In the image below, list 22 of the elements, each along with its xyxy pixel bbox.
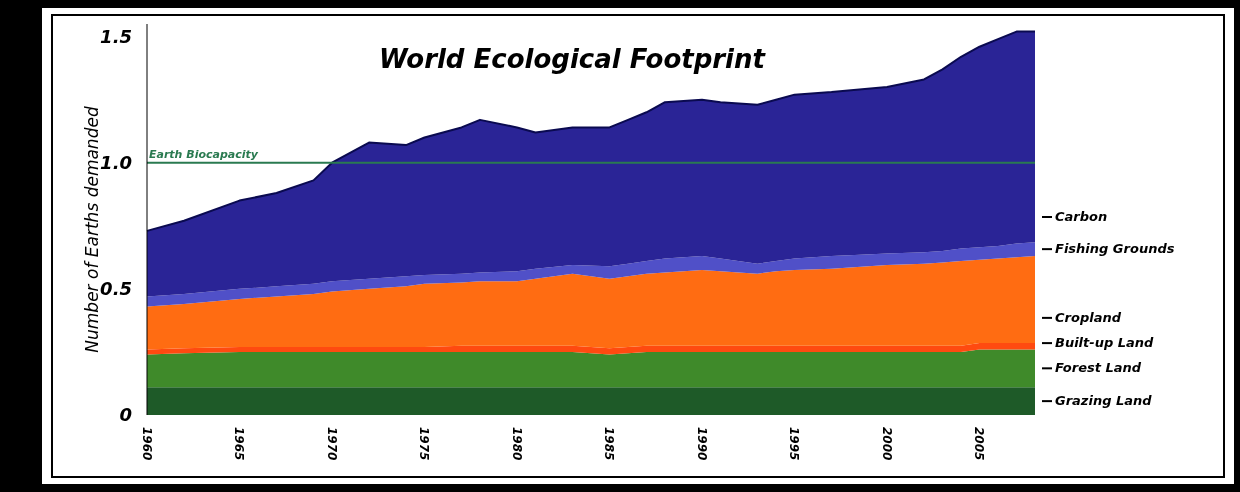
series-label: Grazing Land bbox=[1055, 393, 1153, 409]
y-tick-label: 0 bbox=[119, 404, 132, 425]
ref-line-label: Earth Biocapacity bbox=[149, 147, 259, 161]
text: World Ecological Footprint bbox=[379, 44, 767, 74]
x-tick-label: 2005 bbox=[972, 427, 987, 461]
x-tick-label: 1990 bbox=[694, 427, 709, 461]
y-tick-label: 1.5 bbox=[100, 25, 132, 47]
x-tick-label: 1985 bbox=[602, 427, 617, 461]
x-tick-label: 1960 bbox=[139, 427, 154, 461]
x-tick-label: 2000 bbox=[879, 427, 894, 461]
series-label: Fishing Grounds bbox=[1055, 241, 1175, 257]
x-tick-label: 1970 bbox=[324, 427, 339, 461]
x-tick-label: 1975 bbox=[417, 427, 432, 461]
x-tick-label: 1980 bbox=[509, 427, 524, 461]
x-tick-label: 1965 bbox=[232, 427, 247, 461]
series-label: Carbon bbox=[1055, 208, 1108, 224]
x-tick-label: 1995 bbox=[787, 427, 802, 461]
series-label: Forest Land bbox=[1055, 360, 1142, 376]
y-tick-label: 0.5 bbox=[100, 277, 132, 299]
series-label: Built-up Land bbox=[1055, 335, 1155, 351]
series-label: Cropland bbox=[1055, 309, 1122, 325]
y-tick-label: 1.0 bbox=[100, 151, 132, 173]
